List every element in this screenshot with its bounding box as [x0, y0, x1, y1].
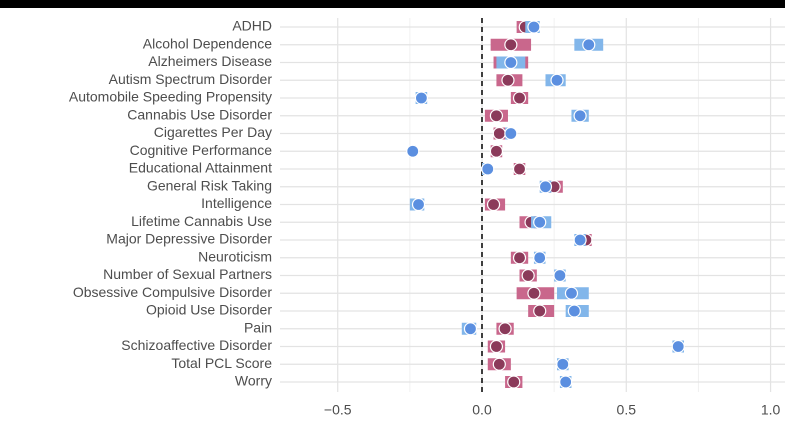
y-tick-label: Number of Sexual Partners [103, 266, 272, 282]
y-tick-label: Automobile Speeding Propensity [69, 89, 272, 105]
x-tick-label: 1.0 [761, 402, 781, 418]
point [406, 144, 420, 158]
point [489, 144, 504, 158]
point [527, 286, 541, 300]
y-tick-label: Obsessive Compulsive Disorder [73, 284, 273, 300]
x-tick-label: 0.5 [617, 402, 637, 418]
point [512, 251, 527, 265]
y-tick-label: Cognitive Performance [130, 142, 273, 158]
point [567, 304, 581, 318]
point [582, 38, 596, 52]
point [481, 162, 495, 176]
point [556, 357, 570, 371]
y-tick-label: Intelligence [201, 195, 272, 211]
point [559, 375, 573, 389]
point [538, 180, 553, 194]
point [527, 20, 541, 34]
y-tick-label: Alzheimers Disease [148, 53, 272, 69]
y-tick-label: Cannabis Use Disorder [127, 106, 272, 122]
y-tick-label: ADHD [232, 18, 272, 34]
y-tick-label: Pain [244, 319, 272, 335]
point [489, 339, 504, 354]
point [501, 73, 515, 87]
point [671, 339, 685, 354]
point [411, 197, 426, 212]
point [504, 55, 518, 70]
point [553, 268, 567, 283]
point [573, 109, 587, 123]
top-bar [0, 0, 785, 8]
point [533, 251, 547, 265]
y-tick-label: Lifetime Cannabis Use [131, 213, 272, 229]
point [492, 357, 506, 371]
y-tick-label: Cigarettes Per Day [154, 124, 272, 140]
point [507, 375, 521, 389]
point [463, 322, 478, 336]
point [414, 91, 428, 105]
point [492, 126, 506, 141]
point [512, 91, 527, 105]
y-tick-label: Opioid Use Disorder [146, 302, 272, 318]
point [486, 197, 501, 212]
point [521, 268, 535, 283]
x-tick-label: 0.0 [472, 402, 492, 418]
y-tick-label: Schizoaffective Disorder [121, 337, 272, 353]
point [573, 233, 587, 247]
y-tick-label: Total PCL Score [171, 355, 272, 371]
point [504, 38, 518, 52]
y-tick-label: Educational Attainment [129, 160, 272, 176]
point [512, 162, 527, 176]
y-tick-label: Autism Spectrum Disorder [109, 71, 273, 87]
point [564, 286, 579, 300]
y-tick-label: Major Depressive Disorder [106, 231, 272, 247]
point [504, 126, 518, 141]
y-tick-label: Worry [235, 373, 272, 389]
y-tick-label: Neuroticism [198, 248, 272, 264]
x-tick-label: −0.5 [324, 402, 352, 418]
y-tick-label: General Risk Taking [147, 177, 272, 193]
point [533, 304, 547, 318]
point [489, 109, 504, 123]
point [533, 215, 547, 229]
point [498, 322, 512, 336]
y-tick-label: Alcohol Dependence [143, 35, 272, 51]
point [550, 73, 564, 87]
